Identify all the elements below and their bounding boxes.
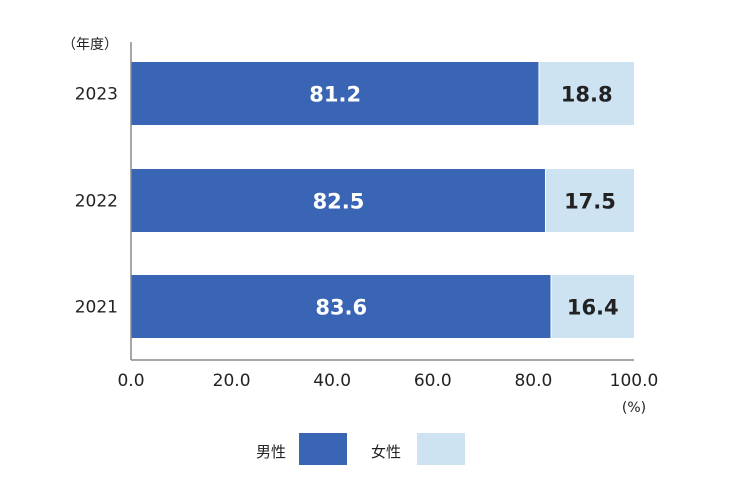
data-label-female-2021: 16.4 xyxy=(567,296,619,320)
data-label-male-2023: 81.2 xyxy=(309,83,361,107)
category-labels: 2023 2022 2021 xyxy=(75,85,118,318)
bar-male-2023 xyxy=(131,62,539,125)
bar-male-2021 xyxy=(131,275,551,338)
x-tick-label: 100.0 xyxy=(610,371,659,391)
legend-label-female: 女性 xyxy=(371,443,401,461)
data-label-female-2023: 18.8 xyxy=(561,83,613,107)
bars-group: 81.2 18.8 82.5 17.5 83.6 16.4 xyxy=(131,62,634,338)
x-tick-label: 20.0 xyxy=(213,371,251,391)
x-tick-label: 80.0 xyxy=(514,371,552,391)
y-axis-unit-label: （年度） xyxy=(62,37,118,53)
x-axis-ticks: 0.0 20.0 40.0 60.0 80.0 100.0 xyxy=(117,371,658,391)
category-label-2023: 2023 xyxy=(75,85,118,105)
legend-swatch-female xyxy=(417,433,465,465)
category-label-2021: 2021 xyxy=(75,298,118,318)
data-label-female-2022: 17.5 xyxy=(564,190,616,214)
x-tick-label: 0.0 xyxy=(117,371,144,391)
legend-swatch-male xyxy=(299,433,347,465)
category-label-2022: 2022 xyxy=(75,192,118,212)
bar-female-2023 xyxy=(539,62,634,125)
bar-male-2022 xyxy=(131,169,545,232)
data-label-male-2022: 82.5 xyxy=(313,190,365,214)
x-tick-label: 60.0 xyxy=(414,371,452,391)
x-tick-label: 40.0 xyxy=(313,371,351,391)
bar-female-2021 xyxy=(551,275,634,338)
x-axis-unit-label: (%) xyxy=(622,400,646,416)
data-label-male-2021: 83.6 xyxy=(315,296,367,320)
bar-female-2022 xyxy=(545,169,634,232)
legend: 男性 女性 xyxy=(256,433,465,465)
legend-label-male: 男性 xyxy=(256,443,286,461)
